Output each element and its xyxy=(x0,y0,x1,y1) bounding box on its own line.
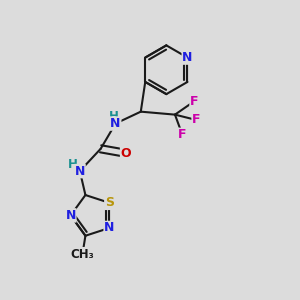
Text: N: N xyxy=(104,221,115,235)
Text: F: F xyxy=(190,95,199,108)
Text: H: H xyxy=(109,110,119,123)
Text: N: N xyxy=(65,209,76,222)
Text: H: H xyxy=(68,158,78,171)
Text: CH₃: CH₃ xyxy=(70,248,94,261)
Text: N: N xyxy=(75,165,85,178)
Text: F: F xyxy=(178,128,187,141)
Text: O: O xyxy=(121,147,131,160)
Text: N: N xyxy=(182,51,193,64)
Text: N: N xyxy=(110,117,121,130)
Text: S: S xyxy=(105,196,114,209)
Text: F: F xyxy=(192,113,201,127)
